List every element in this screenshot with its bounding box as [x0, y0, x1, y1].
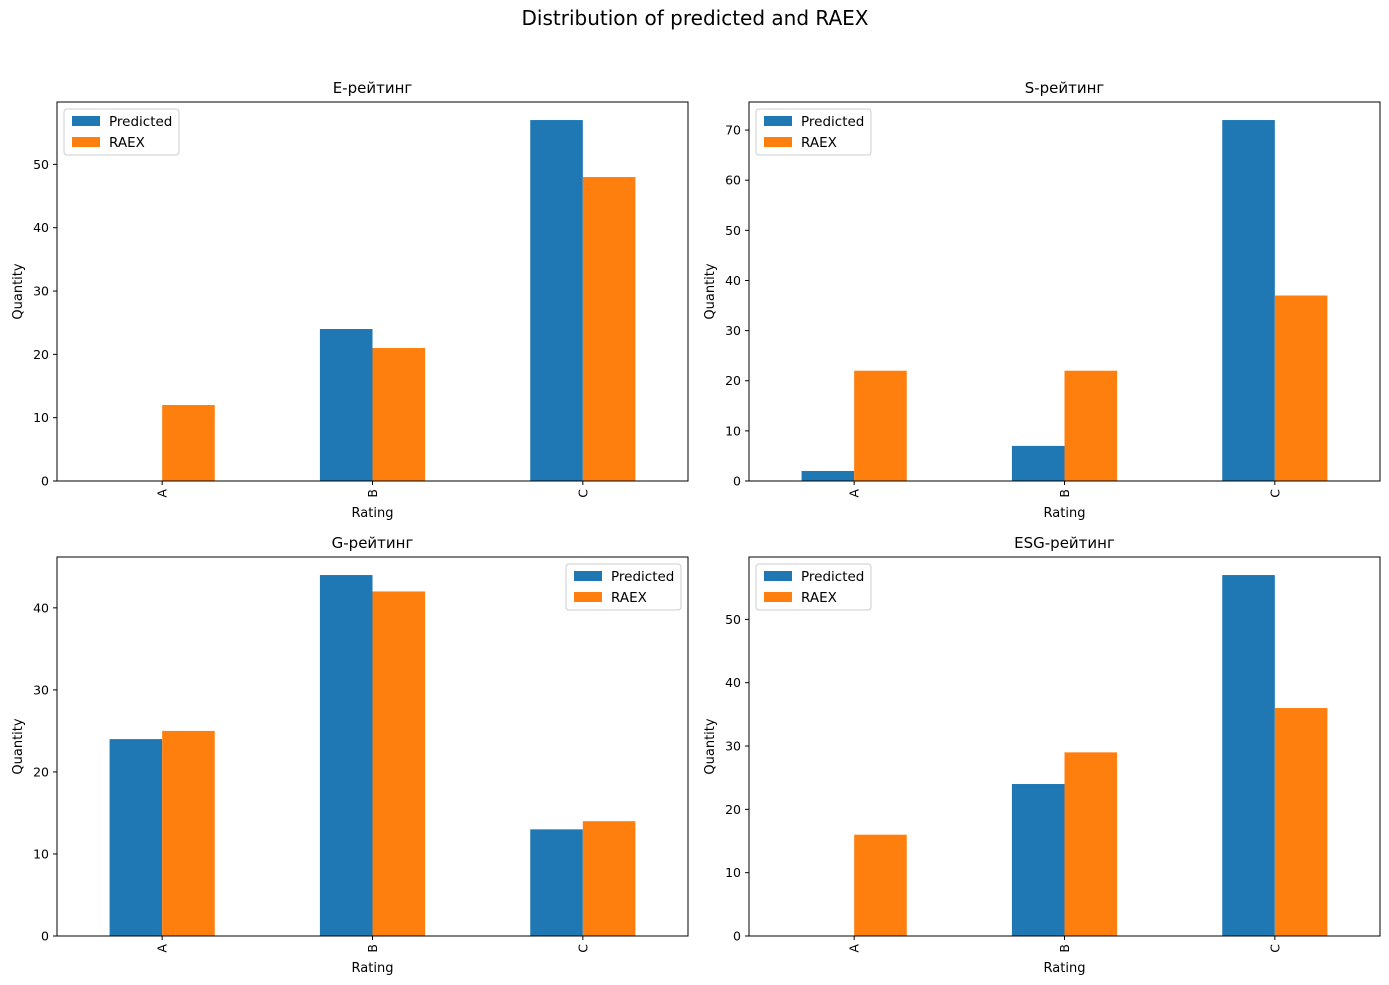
y-tick-label: 20 [33, 764, 49, 779]
x-tick-label: A [847, 944, 862, 953]
bar-raex-b [1064, 370, 1118, 481]
bar-raex-c [582, 821, 636, 936]
y-tick-label: 30 [33, 682, 49, 697]
legend-label-raex: RAEX [801, 590, 837, 606]
bar-predicted-b [319, 329, 373, 481]
x-tick-label: B [1057, 944, 1072, 953]
x-tick-label: B [365, 489, 380, 498]
legend-label-predicted: Predicted [109, 114, 172, 130]
legend: Predicted RAEX [755, 108, 872, 156]
x-axis-label: Rating [1044, 506, 1086, 521]
y-tick-label: 20 [725, 373, 741, 388]
x-tick-label: C [575, 944, 590, 953]
subplot-1: 0 10 20 30 40 50 A B C E-рейтинг Rating Quantity Pre… [11, 79, 689, 521]
y-tick-label: 40 [725, 273, 741, 288]
legend-swatch-predicted [764, 571, 792, 581]
y-tick-label: 50 [725, 223, 741, 238]
bar-predicted-b [1011, 784, 1065, 936]
bar-predicted-b [319, 575, 373, 936]
y-tick-label: 0 [733, 474, 741, 489]
subplot-4: 0 10 20 30 40 50 A B C ESG-рейтинг Rating Quantity P… [703, 534, 1381, 976]
y-tick-label: 40 [33, 220, 49, 235]
subplot-title: S-рейтинг [1025, 79, 1105, 97]
subplot-title: E-рейтинг [333, 79, 413, 97]
bar-raex-b [372, 348, 426, 481]
x-tick-label: B [1057, 489, 1072, 498]
legend-label-raex: RAEX [611, 590, 647, 606]
y-tick-label: 20 [33, 347, 49, 362]
y-tick-label: 10 [725, 423, 741, 438]
legend-label-predicted: Predicted [611, 569, 674, 585]
y-tick-label: 40 [33, 600, 49, 615]
legend-swatch-raex [764, 137, 792, 147]
y-tick-label: 20 [725, 802, 741, 817]
y-tick-label: 50 [725, 612, 741, 627]
y-tick-label: 10 [33, 846, 49, 861]
y-tick-label: 40 [725, 675, 741, 690]
x-tick-label: C [575, 489, 590, 498]
legend-swatch-predicted [764, 116, 792, 126]
x-tick-label: C [1267, 489, 1282, 498]
legend-label-raex: RAEX [109, 135, 145, 151]
y-tick-label: 70 [725, 123, 741, 138]
y-axis-label: Quantity [703, 718, 718, 774]
y-tick-label: 50 [33, 157, 49, 172]
x-axis-label: Rating [352, 961, 394, 976]
bar-raex-a [162, 730, 215, 936]
y-tick-label: 10 [33, 410, 49, 425]
bar-predicted-b [1011, 445, 1065, 481]
legend: Predicted RAEX [63, 108, 180, 156]
y-tick-label: 0 [41, 474, 49, 489]
legend-swatch-predicted [574, 571, 602, 581]
legend-swatch-predicted [72, 116, 100, 126]
figure-suptitle: Distribution of predicted and RAEX [522, 6, 869, 30]
x-axis-label: Rating [1044, 961, 1086, 976]
y-tick-label: 30 [33, 284, 49, 299]
subplot-3: 0 10 20 30 40 A B C G-рейтинг Rating Quantity Predi… [11, 534, 689, 976]
legend: Predicted RAEX [755, 563, 872, 611]
legend-swatch-raex [574, 592, 602, 602]
bar-predicted-c [530, 120, 583, 482]
y-tick-label: 60 [725, 173, 741, 188]
x-axis-label: Rating [352, 506, 394, 521]
bar-predicted-c [530, 829, 583, 936]
x-tick-label: C [1267, 944, 1282, 953]
legend-label-predicted: Predicted [801, 569, 864, 585]
subplot-title: G-рейтинг [332, 534, 414, 552]
legend-label-predicted: Predicted [801, 114, 864, 130]
legend-swatch-raex [72, 137, 100, 147]
x-tick-label: A [155, 944, 170, 953]
bar-predicted-a [109, 739, 163, 936]
x-tick-label: A [155, 489, 170, 498]
bar-raex-b [372, 591, 426, 936]
y-tick-label: 30 [725, 739, 741, 754]
y-axis-label: Quantity [703, 263, 718, 319]
subplot-title: ESG-рейтинг [1014, 534, 1115, 552]
bar-raex-a [162, 405, 215, 481]
x-tick-label: A [847, 489, 862, 498]
legend-label-raex: RAEX [801, 135, 837, 151]
y-tick-label: 0 [41, 929, 49, 944]
bar-predicted-c [1222, 575, 1275, 936]
y-axis-label: Quantity [11, 718, 26, 774]
x-tick-label: B [365, 944, 380, 953]
legend: Predicted RAEX [565, 563, 682, 611]
y-tick-label: 30 [725, 323, 741, 338]
bar-predicted-c [1222, 120, 1275, 482]
bar-raex-a [854, 370, 907, 481]
bar-raex-a [854, 834, 907, 936]
bar-raex-c [1274, 708, 1328, 936]
y-axis-label: Quantity [11, 263, 26, 319]
bar-predicted-a [801, 470, 855, 481]
legend-swatch-raex [764, 592, 792, 602]
bar-raex-b [1064, 752, 1118, 936]
subplot-2: 0 10 20 30 40 50 60 70 A B C S-рейтинг Rating Quantit… [703, 79, 1381, 521]
y-tick-label: 0 [733, 929, 741, 944]
bar-raex-c [582, 177, 636, 482]
y-tick-label: 10 [725, 865, 741, 880]
bar-raex-c [1274, 295, 1328, 481]
